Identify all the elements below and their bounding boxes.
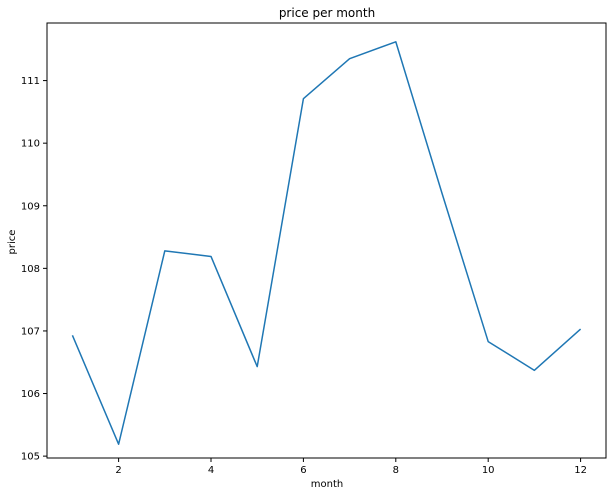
y-tick-label: 108 [21, 264, 40, 275]
y-tick-label: 107 [21, 326, 40, 337]
plot-area [46, 22, 607, 459]
y-tick-label: 110 [21, 139, 40, 150]
series-layer [71, 41, 582, 445]
plot-frame [46, 22, 607, 459]
x-tick-label: 6 [300, 465, 306, 476]
chart-title: price per month [279, 6, 375, 20]
x-tick-label: 12 [574, 465, 587, 476]
x-tick-label: 10 [482, 465, 495, 476]
y-tick-label: 111 [21, 76, 40, 87]
y-axis-ticks: 105 106 107 108 109 110 111 [21, 76, 47, 463]
y-tick-label: 106 [21, 389, 40, 400]
x-axis-ticks: 2 4 6 8 10 12 [115, 458, 587, 476]
x-tick-label: 4 [208, 465, 214, 476]
y-axis-label: price [7, 230, 18, 255]
series-line [71, 41, 582, 445]
x-axis-label: month [311, 479, 343, 490]
x-tick-label: 8 [393, 465, 399, 476]
y-tick-label: 109 [21, 201, 40, 212]
y-tick-label: 105 [21, 452, 40, 463]
x-tick-label: 2 [115, 465, 121, 476]
